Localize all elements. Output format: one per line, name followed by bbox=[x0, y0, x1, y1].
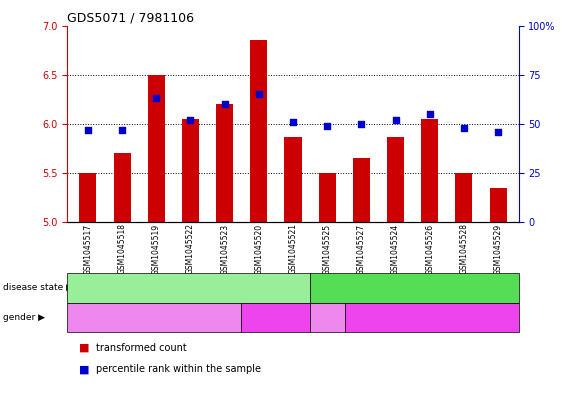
Point bbox=[322, 123, 332, 129]
Bar bbox=[250, 40, 267, 222]
Bar bbox=[114, 153, 131, 222]
Point bbox=[425, 111, 434, 117]
Point bbox=[152, 95, 161, 101]
Text: healthy control: healthy control bbox=[377, 283, 451, 293]
Point bbox=[493, 129, 503, 135]
Text: non-syndromic cleft lip/palate: non-syndromic cleft lip/palate bbox=[116, 283, 262, 293]
Bar bbox=[421, 119, 438, 222]
Text: female: female bbox=[259, 312, 292, 322]
Bar bbox=[319, 173, 336, 222]
Text: female: female bbox=[415, 312, 449, 322]
Point bbox=[186, 117, 195, 123]
Bar bbox=[79, 173, 97, 222]
Point bbox=[357, 121, 366, 127]
Bar bbox=[216, 104, 233, 222]
Bar bbox=[284, 136, 302, 222]
Text: disease state ▶: disease state ▶ bbox=[3, 283, 73, 292]
Point bbox=[459, 125, 469, 131]
Point bbox=[220, 101, 229, 107]
Point bbox=[254, 91, 264, 97]
Text: transformed count: transformed count bbox=[96, 343, 186, 353]
Point bbox=[83, 127, 93, 133]
Text: ■: ■ bbox=[79, 364, 90, 375]
Bar bbox=[387, 136, 404, 222]
Bar bbox=[182, 119, 199, 222]
Text: gender ▶: gender ▶ bbox=[3, 313, 45, 322]
Bar bbox=[489, 188, 507, 222]
Point bbox=[117, 127, 127, 133]
Text: male: male bbox=[142, 312, 166, 322]
Point bbox=[288, 119, 298, 125]
Bar bbox=[455, 173, 472, 222]
Text: ■: ■ bbox=[79, 343, 90, 353]
Text: male: male bbox=[316, 312, 340, 322]
Text: GDS5071 / 7981106: GDS5071 / 7981106 bbox=[67, 11, 195, 24]
Bar bbox=[353, 158, 370, 222]
Bar bbox=[148, 75, 165, 222]
Point bbox=[391, 117, 400, 123]
Text: percentile rank within the sample: percentile rank within the sample bbox=[96, 364, 261, 375]
